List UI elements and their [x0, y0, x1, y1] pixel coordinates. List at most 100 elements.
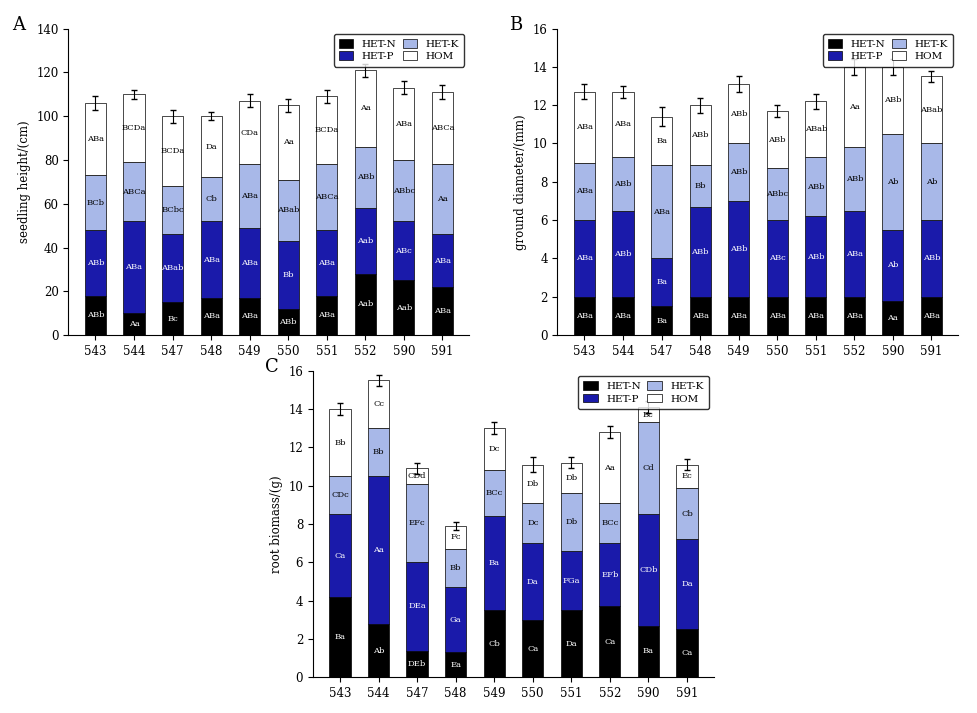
Bar: [573, 92, 594, 163]
Y-axis label: ground diameter/(mm): ground diameter/(mm): [514, 114, 527, 250]
Text: BCc: BCc: [601, 519, 617, 527]
Bar: [804, 157, 826, 216]
Text: ABa: ABa: [768, 312, 785, 320]
Text: CDa: CDa: [240, 128, 258, 137]
Bar: [599, 503, 619, 543]
Text: ABab: ABab: [804, 125, 827, 133]
Bar: [766, 297, 787, 335]
Text: Cb: Cb: [680, 510, 692, 518]
Text: ABb: ABb: [729, 168, 746, 176]
Text: ABa: ABa: [125, 263, 143, 271]
Bar: [560, 463, 581, 493]
Bar: [676, 465, 697, 488]
Bar: [881, 134, 903, 230]
Text: Aa: Aa: [372, 546, 384, 554]
Bar: [573, 297, 594, 335]
Text: ABa: ABa: [318, 312, 335, 319]
Bar: [920, 76, 941, 143]
Text: ABa: ABa: [653, 207, 669, 215]
Text: ABab: ABab: [161, 265, 184, 272]
Bar: [560, 610, 581, 677]
Bar: [651, 165, 671, 258]
Text: ABa: ABa: [318, 259, 335, 267]
Bar: [727, 297, 748, 335]
Bar: [599, 543, 619, 607]
Bar: [599, 432, 619, 503]
Text: C: C: [265, 359, 278, 376]
Text: ABa: ABa: [87, 135, 104, 143]
Bar: [689, 297, 710, 335]
Text: ABa: ABa: [202, 255, 220, 264]
Text: Aab: Aab: [396, 304, 411, 312]
Legend: HET-N, HET-P, HET-K, HOM: HET-N, HET-P, HET-K, HOM: [333, 34, 464, 66]
Text: ABa: ABa: [614, 120, 631, 128]
Bar: [522, 465, 543, 503]
Text: ABa: ABa: [575, 123, 592, 131]
Text: ABa: ABa: [241, 192, 258, 200]
Bar: [522, 503, 543, 543]
Text: ABa: ABa: [922, 312, 939, 320]
Bar: [406, 563, 427, 650]
Text: Bb: Bb: [372, 448, 384, 456]
Bar: [393, 280, 414, 335]
Text: Ba: Ba: [656, 278, 666, 287]
Text: Ab: Ab: [372, 647, 384, 655]
Text: CDb: CDb: [639, 566, 657, 574]
Bar: [612, 157, 633, 210]
Text: BCbc: BCbc: [161, 206, 184, 215]
Text: Ca: Ca: [604, 638, 615, 646]
Text: ABb: ABb: [691, 131, 708, 139]
Text: Ba: Ba: [334, 633, 345, 641]
Text: ABa: ABa: [845, 250, 862, 257]
Text: ABb: ABb: [357, 173, 374, 181]
Legend: HET-N, HET-P, HET-K, HOM: HET-N, HET-P, HET-K, HOM: [822, 34, 953, 66]
Text: Ba: Ba: [656, 317, 666, 324]
Text: ABbc: ABbc: [765, 190, 787, 198]
Text: ABa: ABa: [241, 259, 258, 267]
Bar: [367, 624, 389, 677]
Text: Cc: Cc: [372, 400, 384, 409]
Bar: [432, 92, 452, 164]
Text: ABa: ABa: [691, 312, 708, 320]
Text: ABa: ABa: [395, 120, 412, 128]
Text: ABCa: ABCa: [430, 124, 453, 132]
Text: Aa: Aa: [604, 463, 615, 471]
Text: ABCa: ABCa: [315, 193, 338, 201]
Bar: [238, 164, 260, 228]
Bar: [445, 526, 466, 549]
Text: ABb: ABb: [614, 180, 631, 188]
Text: Ab: Ab: [925, 178, 936, 186]
Bar: [406, 484, 427, 563]
Bar: [766, 168, 787, 220]
Text: EFb: EFb: [601, 571, 617, 579]
Bar: [689, 207, 710, 297]
Text: ABb: ABb: [806, 252, 824, 260]
Text: ABb: ABb: [806, 183, 824, 190]
Text: ABa: ABa: [575, 188, 592, 195]
Bar: [200, 178, 222, 221]
Text: BCb: BCb: [86, 199, 105, 207]
Text: ABab: ABab: [919, 106, 942, 114]
Text: Ea: Ea: [449, 661, 460, 669]
Text: A: A: [13, 16, 25, 34]
Bar: [881, 230, 903, 301]
Bar: [676, 539, 697, 630]
Bar: [676, 630, 697, 677]
Bar: [200, 298, 222, 335]
Bar: [393, 88, 414, 160]
Bar: [277, 309, 299, 335]
Text: ABa: ABa: [241, 312, 258, 321]
Bar: [200, 116, 222, 178]
Bar: [85, 103, 106, 175]
Text: Aa: Aa: [360, 104, 370, 113]
Bar: [367, 380, 389, 429]
Text: Dc: Dc: [527, 519, 538, 527]
Bar: [238, 101, 260, 164]
Text: B: B: [509, 16, 522, 34]
Bar: [432, 164, 452, 235]
Bar: [651, 307, 671, 335]
Text: ABa: ABa: [434, 307, 450, 315]
Text: Ab: Ab: [886, 178, 898, 186]
Bar: [162, 302, 183, 335]
Bar: [85, 175, 106, 230]
